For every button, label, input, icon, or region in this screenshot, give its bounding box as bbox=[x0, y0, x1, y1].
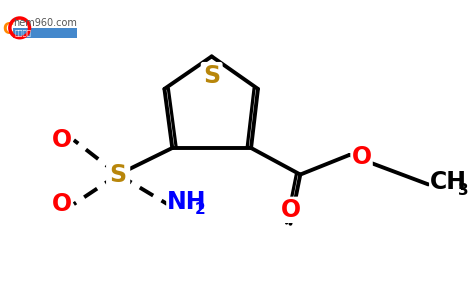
Bar bbox=[13, 28, 77, 38]
Text: 化工工具: 化工工具 bbox=[15, 30, 32, 36]
Text: CH: CH bbox=[430, 171, 467, 195]
Text: O: O bbox=[281, 198, 301, 222]
Text: O: O bbox=[352, 145, 372, 169]
Text: hem960.com: hem960.com bbox=[13, 18, 77, 28]
Text: 2: 2 bbox=[195, 202, 206, 217]
Text: S: S bbox=[203, 64, 220, 88]
Text: O: O bbox=[52, 192, 72, 216]
Text: O: O bbox=[52, 128, 72, 152]
Text: S: S bbox=[109, 163, 127, 187]
Text: NH: NH bbox=[167, 190, 207, 214]
Text: C: C bbox=[2, 22, 13, 37]
Text: 3: 3 bbox=[458, 183, 468, 198]
